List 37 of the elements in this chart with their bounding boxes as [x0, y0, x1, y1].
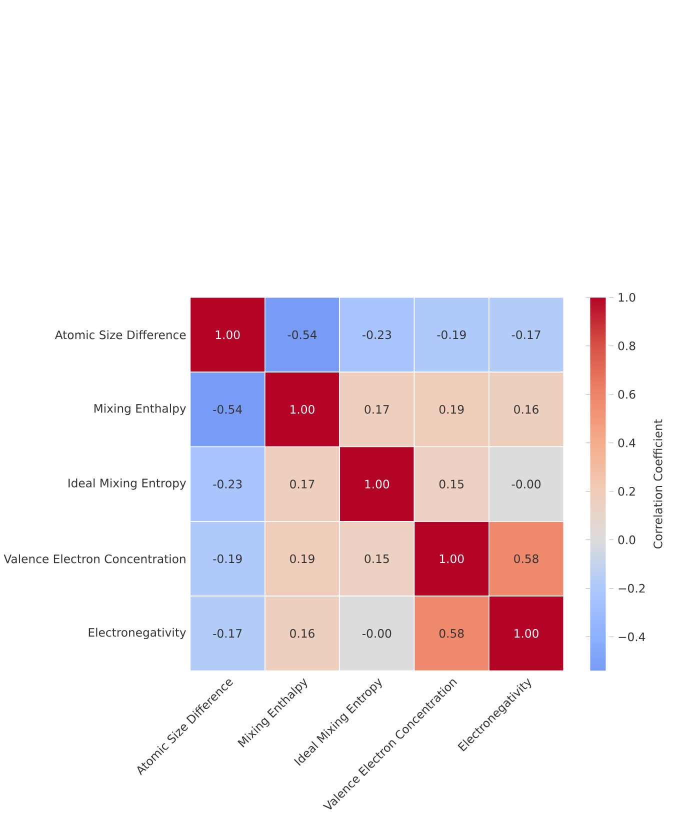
y-tick-label: Valence Electron Concentration: [4, 554, 186, 564]
data-label: 1.00: [216, 330, 240, 340]
data-label: -0.00: [512, 480, 541, 488]
data-label: 1.00: [514, 629, 538, 638]
y-tick-label: Electronegativity: [88, 628, 186, 640]
data-label: 1.00: [440, 554, 464, 564]
color-bar-label: 0.0: [618, 535, 636, 544]
data-label: 0.19: [290, 554, 314, 564]
data-label: -0.23: [213, 480, 242, 488]
color-bar-label: −0.2: [618, 584, 645, 593]
color-bar-label: 0.2: [618, 486, 635, 496]
color-bar-label: −0.4: [618, 632, 646, 642]
data-label: 0.58: [514, 554, 538, 564]
color-bar-label: 0.4: [618, 438, 636, 448]
data-label: 0.15: [439, 480, 464, 488]
data-label: 0.17: [364, 405, 389, 414]
data-label: 0.16: [514, 405, 538, 414]
data-label: 0.17: [290, 480, 314, 488]
data-label: -0.17: [512, 330, 540, 340]
data-label: 0.58: [439, 629, 464, 638]
y-tick-label: Mixing Enthalpy: [94, 404, 186, 416]
data-label: -0.19: [437, 330, 466, 340]
color-bar-label: 0.6: [618, 390, 636, 399]
data-label: 1.00: [365, 480, 390, 488]
color-bar-label: 0.8: [618, 341, 636, 350]
y-tick-label: Atomic Size Difference: [54, 330, 186, 340]
data-label: 0.19: [439, 405, 464, 414]
color-bar-title: Correlation Coefficient: [653, 419, 662, 548]
data-label: -0.54: [213, 405, 242, 414]
data-label: -0.00: [362, 629, 392, 638]
data-label: -0.19: [213, 554, 242, 564]
y-tick-label: Ideal Mixing Entropy: [68, 478, 186, 490]
data-label: -0.17: [213, 629, 242, 638]
data-label: -0.23: [362, 330, 392, 340]
data-label: 1.00: [290, 405, 314, 414]
color-bar-label: 1.0: [618, 292, 636, 302]
data-label: 0.15: [364, 554, 389, 564]
